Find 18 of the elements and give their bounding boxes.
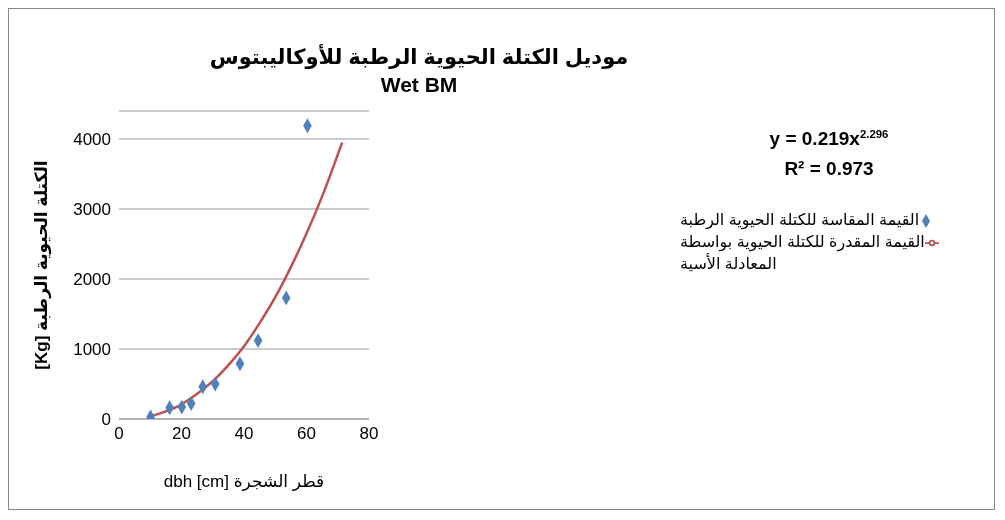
y-tick-label: 0 — [101, 410, 111, 430]
x-tick-label: 60 — [297, 424, 316, 444]
text: Wet BM — [379, 73, 459, 97]
text: R² = 0.973 — [783, 157, 875, 182]
legend-label: القيمة المقدرة للكتلة الحيوية بواسطة المعادلة الأسية — [680, 233, 925, 272]
text: y = 0.219x$^{2.296}$ — [768, 127, 890, 152]
x-tick-label: 40 — [234, 424, 254, 444]
y-tick-label: 4000 — [73, 130, 111, 150]
x-tick-label: 80 — [359, 424, 379, 444]
x-tick-label: 20 — [172, 424, 191, 444]
x-axis-title: قطر الشجرة dbh [cm] — [163, 472, 325, 491]
text: موديل الكتلة الحيوية الرطبة للأوكاليبتوس — [208, 45, 630, 69]
legend-label: القيمة المقاسة للكتلة الحيوية الرطبة — [680, 211, 920, 228]
y-tick-label: 3000 — [73, 200, 111, 220]
y-tick-label: 1000 — [73, 340, 111, 360]
x-tick-label: 0 — [114, 424, 124, 444]
y-axis-title: الكتلة الحيوية الرطبة [Kg] — [32, 160, 53, 370]
y-tick-label: 2000 — [73, 270, 111, 290]
